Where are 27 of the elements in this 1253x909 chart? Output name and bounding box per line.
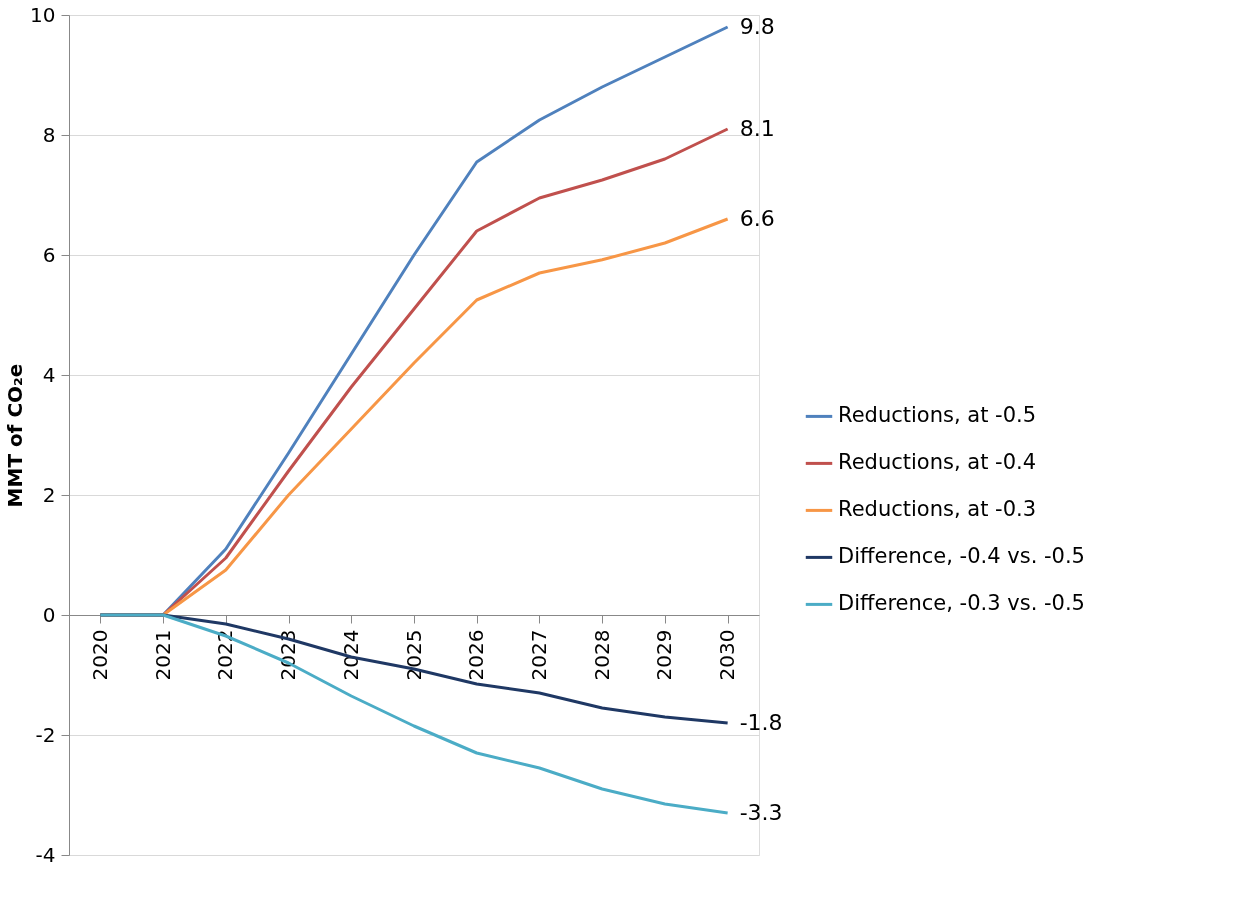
data-label: 9.8 [739, 14, 775, 39]
data-label: -1.8 [739, 710, 783, 735]
x-tick-label: 2025 [401, 629, 426, 681]
x-tick-label: 2027 [526, 629, 551, 681]
x-tick-label: 2021 [150, 629, 175, 681]
x-tick-label: 2020 [87, 629, 112, 681]
y-tick-label: 10 [30, 2, 56, 27]
data-label: -3.3 [739, 800, 783, 825]
y-tick-label: 0 [42, 602, 56, 627]
x-tick-label: 2030 [715, 629, 740, 681]
y-tick-label: -4 [35, 842, 56, 867]
legend-label: Reductions, at -0.4 [838, 450, 1037, 475]
y-tick-label: 2 [42, 482, 56, 507]
legend-label: Difference, -0.3 vs. -0.5 [838, 591, 1085, 616]
x-tick-label: 2026 [464, 629, 489, 681]
x-tick-label: 2029 [652, 629, 677, 681]
data-label: 8.1 [739, 116, 775, 141]
y-tick-label: 4 [42, 362, 56, 387]
y-tick-label: -2 [35, 722, 56, 747]
legend-label: Difference, -0.4 vs. -0.5 [838, 544, 1085, 569]
legend-label: Reductions, at -0.3 [838, 497, 1037, 522]
data-label: 6.6 [739, 206, 775, 231]
x-tick-label: 2028 [589, 629, 614, 681]
y-axis-title: MMT of CO₂e [3, 363, 28, 508]
legend-label: Reductions, at -0.5 [838, 403, 1037, 428]
y-tick-label: 8 [42, 122, 56, 147]
y-tick-label: 6 [42, 242, 56, 267]
